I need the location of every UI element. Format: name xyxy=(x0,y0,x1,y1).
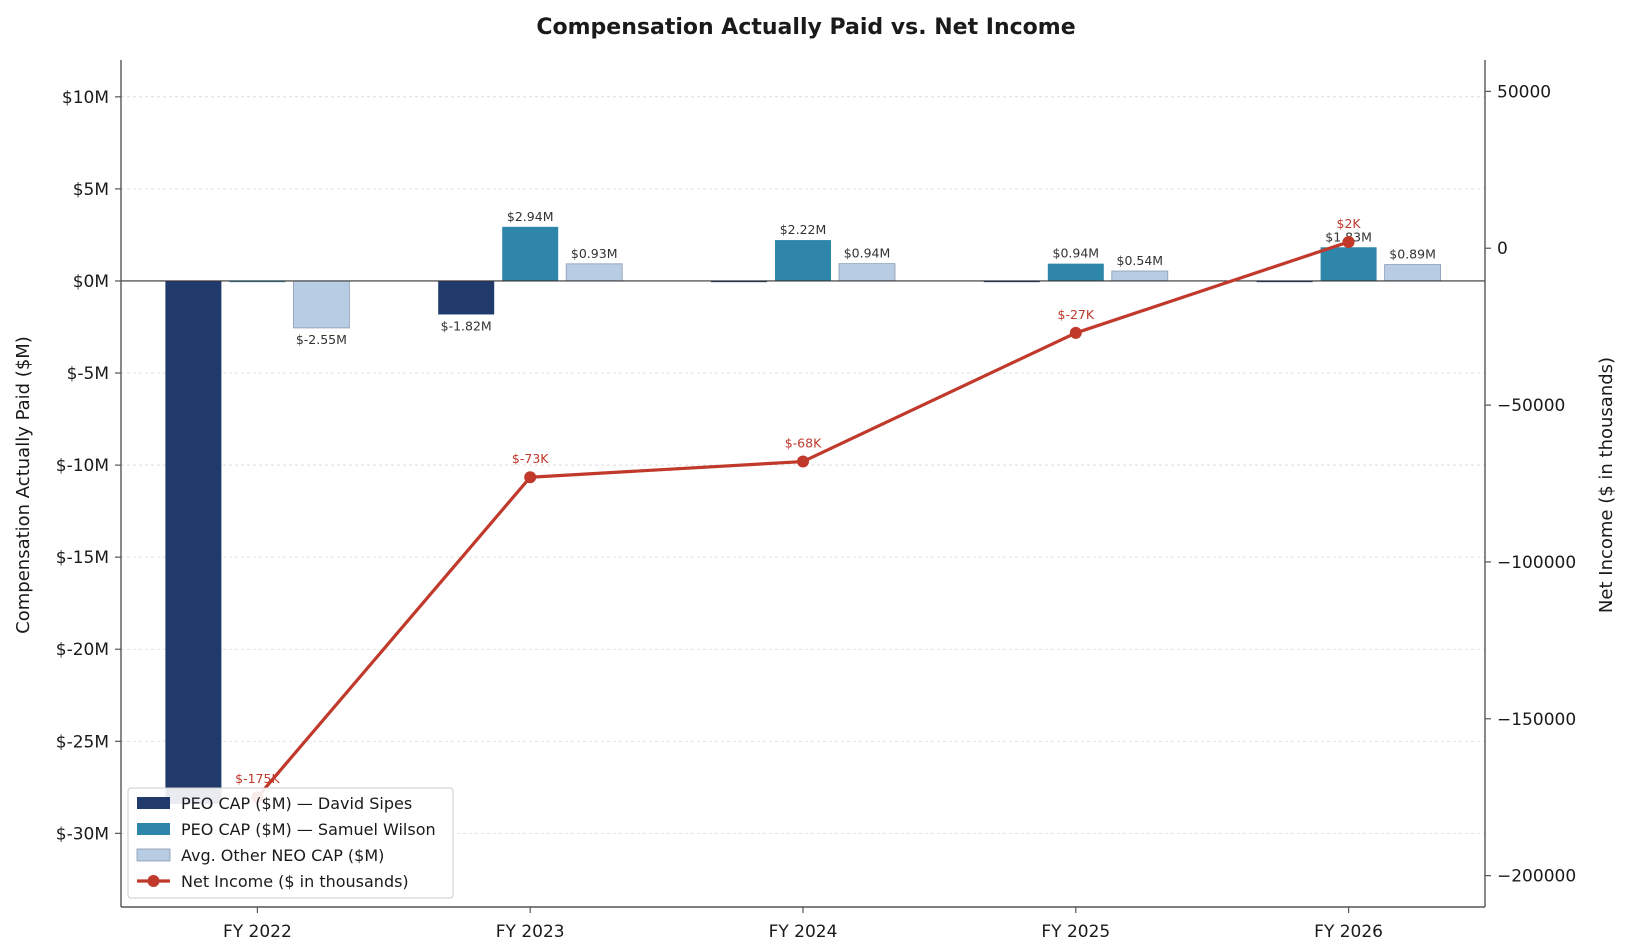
y-tick-label: $10M xyxy=(62,88,109,108)
net-income-line xyxy=(256,240,1350,799)
bar xyxy=(1384,264,1441,282)
net-income-label: $-27K xyxy=(1058,307,1095,322)
bar xyxy=(775,240,831,281)
legend-label: Avg. Other NEO CAP ($M) xyxy=(181,846,384,865)
bar xyxy=(438,280,495,315)
bar-value-label: $0.89M xyxy=(1389,247,1436,262)
net-income-label: $2K xyxy=(1337,216,1362,231)
y2-tick-label: −50000 xyxy=(1497,396,1565,416)
bar xyxy=(502,226,559,281)
y-tick-label: $-5M xyxy=(67,364,109,384)
bars xyxy=(165,226,1441,804)
legend-label: PEO CAP ($M) — Samuel Wilson xyxy=(181,820,436,839)
y-tick-label: $-10M xyxy=(56,456,109,476)
x-tick-label: FY 2024 xyxy=(769,922,838,942)
y-tick-label: $-20M xyxy=(56,640,109,660)
legend-swatch xyxy=(137,797,170,809)
bar xyxy=(565,263,623,282)
y-tick-label: $-30M xyxy=(56,824,109,844)
y2-tick-label: −200000 xyxy=(1497,867,1576,887)
bar-value-label: $0.94M xyxy=(1053,246,1100,261)
bar-value-label: $2.22M xyxy=(780,222,827,237)
y2-tick-label: 0 xyxy=(1497,239,1508,259)
legend: PEO CAP ($M) — David Sipes PEO CAP ($M) —… xyxy=(127,787,454,899)
bar xyxy=(165,280,222,804)
bar-value-label: $0.94M xyxy=(844,246,891,261)
net-income-label: $-73K xyxy=(512,451,549,466)
grid xyxy=(121,96,1485,834)
bar-value-label: $0.54M xyxy=(1117,253,1164,268)
bar-value-label: $2.94M xyxy=(507,209,554,224)
bar xyxy=(292,280,350,329)
bar xyxy=(838,263,896,282)
x-tick-label: FY 2025 xyxy=(1041,922,1110,942)
y-tick-label: $5M xyxy=(73,180,109,200)
y-axis-label: Compensation Actually Paid ($M) xyxy=(13,336,34,634)
y-tick-label: $0M xyxy=(73,272,109,292)
net-income-label: $-175K xyxy=(235,771,280,786)
net-income-point xyxy=(1069,326,1082,339)
bar xyxy=(1047,263,1104,281)
x-tick-label: FY 2026 xyxy=(1314,922,1383,942)
y2-axis-label: Net Income ($ in thousands) xyxy=(1596,357,1617,613)
legend-label: Net Income ($ in thousands) xyxy=(181,872,409,891)
x-tick-label: FY 2022 xyxy=(223,922,292,942)
bar-value-label: $0.93M xyxy=(571,246,618,261)
legend-box xyxy=(127,787,454,899)
legend-swatch xyxy=(136,848,171,862)
net-income-line-layer: $-175K $-73K $-68K $-27K $2K xyxy=(235,216,1362,804)
legend-label: PEO CAP ($M) — David Sipes xyxy=(181,794,412,813)
axes: $10M $5M $0M $-5M $-10M $-15M $-20M $-25M $-30M 5… xyxy=(56,60,1576,942)
bar-value-labels: $-1.82M$2.94M$2.22M$0.94M$1.83M$-2.55M$0… xyxy=(296,209,1436,347)
bar xyxy=(1320,247,1377,281)
chart-title: Compensation Actually Paid vs. Net Incom… xyxy=(536,15,1075,40)
bar xyxy=(1111,270,1169,282)
net-income-point xyxy=(524,471,537,484)
y-tick-label: $-25M xyxy=(56,732,109,752)
y2-tick-label: −100000 xyxy=(1497,553,1576,573)
legend-marker xyxy=(147,875,160,887)
net-income-point xyxy=(797,455,809,468)
net-income-point xyxy=(1342,235,1355,248)
net-income-label: $-68K xyxy=(785,436,822,451)
legend-swatch xyxy=(137,823,170,835)
y2-tick-label: −150000 xyxy=(1497,710,1576,730)
bar-value-label: $-1.82M xyxy=(441,318,492,333)
y-tick-label: $-15M xyxy=(56,548,109,568)
bar-value-label: $-2.55M xyxy=(296,332,347,347)
x-tick-label: FY 2023 xyxy=(496,922,565,942)
y2-tick-label: 50000 xyxy=(1497,82,1551,102)
